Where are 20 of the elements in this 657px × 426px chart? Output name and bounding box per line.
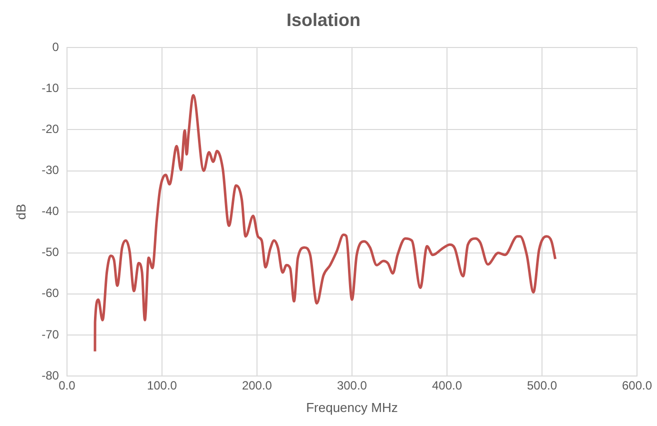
- x-axis-title: Frequency MHz: [306, 400, 398, 415]
- y-tick-label: -60: [42, 286, 60, 300]
- y-tick-label: -40: [42, 204, 60, 218]
- chart-title: Isolation: [286, 10, 361, 30]
- x-tick-label: 200.0: [242, 378, 272, 393]
- x-tick-label: 600.0: [622, 378, 652, 393]
- x-tick-label: 400.0: [432, 378, 462, 393]
- line-series: [94, 94, 557, 353]
- y-tick-label: -50: [42, 245, 60, 260]
- y-tick-label: 0: [52, 40, 60, 54]
- y-tick-label: -30: [42, 163, 60, 178]
- x-tick-label: 300.0: [336, 378, 368, 393]
- y-tick-label: -70: [42, 327, 60, 342]
- y-tick-label: -10: [42, 80, 60, 95]
- y-tick-label: -20: [42, 122, 60, 136]
- y-tick-label: -80: [42, 368, 60, 382]
- x-tick-label: 500.0: [526, 378, 558, 393]
- y-axis-title: dB: [13, 204, 28, 220]
- x-tick-label: 0.0: [58, 378, 76, 393]
- x-tick-label: 100.0: [146, 378, 178, 393]
